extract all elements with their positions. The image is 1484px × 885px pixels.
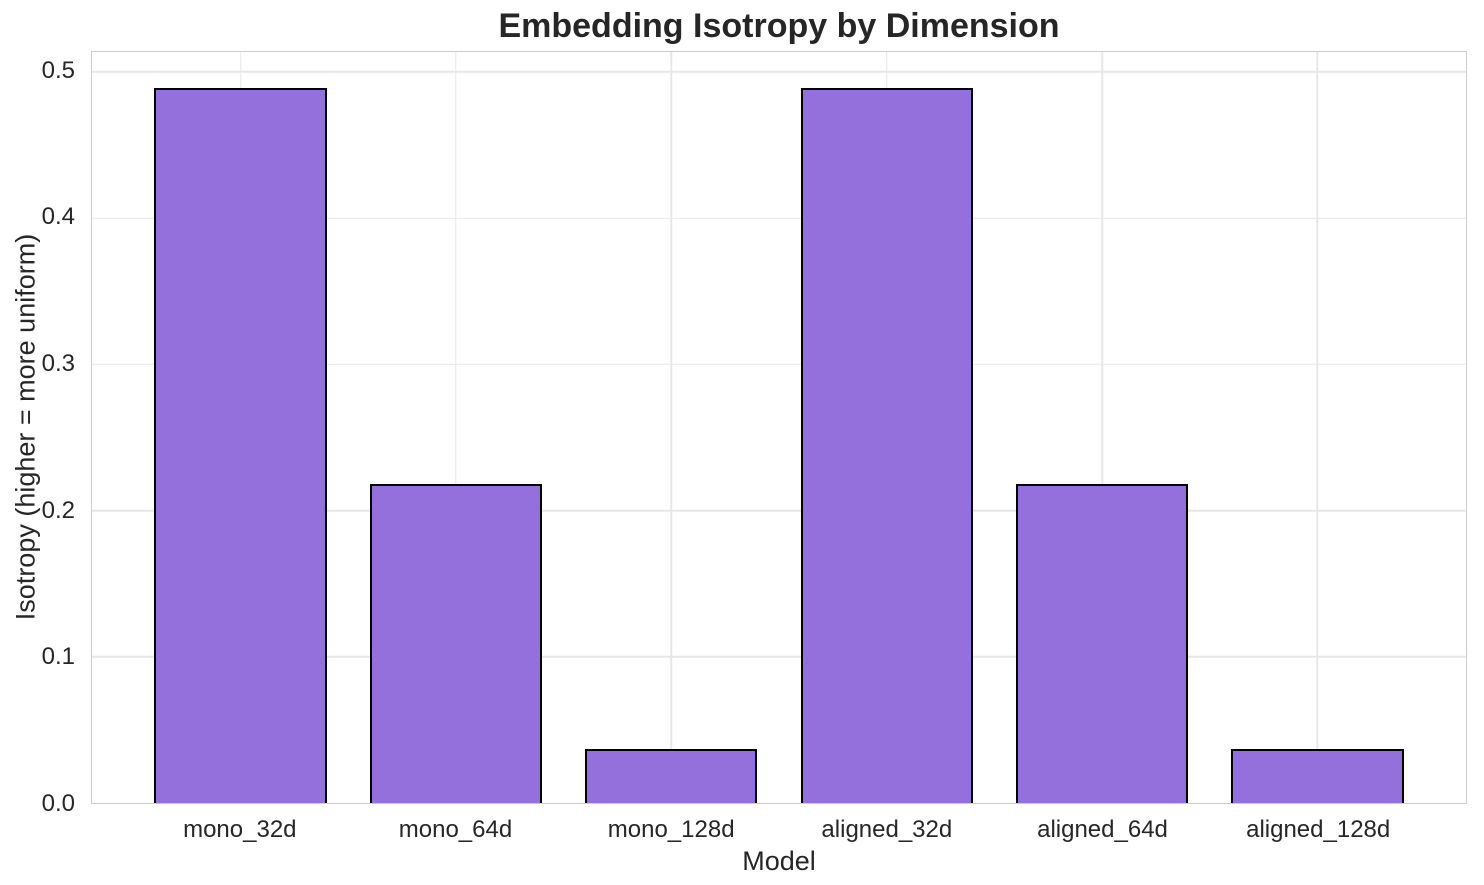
- bar-aligned_64d: [1015, 484, 1189, 803]
- x-tick-label: aligned_32d: [821, 816, 953, 843]
- y-axis-label: Isotropy (higher = more uniform): [10, 233, 41, 621]
- bar-aligned_32d: [800, 87, 973, 803]
- bar-mono_64d: [369, 484, 543, 803]
- y-tick-label: 0.5: [41, 56, 75, 84]
- x-tick-label: mono_64d: [398, 816, 513, 843]
- y-tick-label: 0.3: [41, 350, 75, 378]
- h-gridline: [92, 71, 1466, 73]
- x-axis-label: Model: [742, 846, 816, 876]
- x-tick-label: aligned_64d: [1037, 816, 1168, 843]
- y-tick-label: 0.2: [41, 496, 75, 524]
- h-gridline: [92, 363, 1466, 365]
- y-tick-label: 0.4: [41, 203, 75, 231]
- bar-mono_32d: [154, 87, 327, 803]
- chart-title: Embedding Isotropy by Dimension: [498, 7, 1060, 45]
- h-gridline: [92, 509, 1466, 512]
- bar-aligned_128d: [1231, 748, 1404, 803]
- x-tick-labels: mono_32d mono_64d mono_128d aligned_32d alig…: [91, 810, 1467, 846]
- h-gridline: [92, 656, 1466, 658]
- y-tick-label: 0.0: [41, 790, 75, 817]
- y-tick-labels: 0.0 0.1 0.2 0.3 0.4 0.5: [0, 51, 78, 815]
- x-tick-label: aligned_128d: [1246, 816, 1391, 843]
- x-tick-label: mono_32d: [183, 816, 297, 843]
- v-gridline: [455, 52, 457, 803]
- h-gridline: [92, 217, 1466, 219]
- plot-area: [91, 51, 1467, 804]
- bar-mono_128d: [585, 748, 758, 803]
- x-tick-label: mono_128d: [607, 816, 735, 843]
- v-gridline: [1101, 52, 1103, 803]
- y-tick-label: 0.1: [41, 643, 75, 671]
- v-gridline: [670, 52, 673, 803]
- v-gridline: [1316, 52, 1319, 803]
